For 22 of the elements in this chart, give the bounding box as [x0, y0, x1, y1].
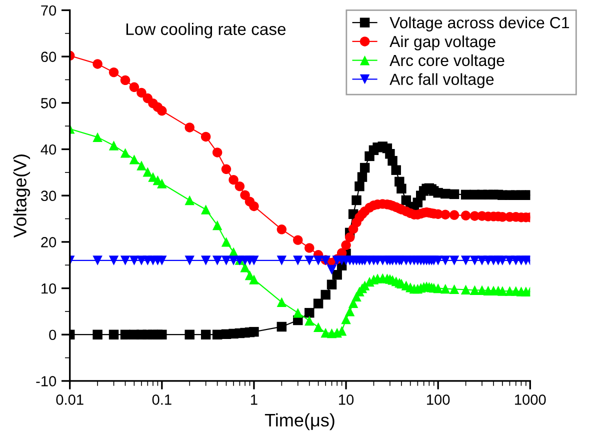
- x-tick-label: 100: [427, 394, 450, 405]
- x-tick-label: 0.01: [56, 394, 84, 405]
- y-tick-label: 20: [41, 237, 56, 248]
- y-tick-label: 40: [40, 144, 56, 155]
- y-axis-title: Voltage(V): [13, 154, 30, 238]
- y-tick-label: -10: [36, 376, 56, 386]
- legend-label: Arc fall voltage: [390, 73, 494, 88]
- x-tick-label: 1000: [515, 394, 546, 405]
- legend-label: Air gap voltage: [390, 35, 496, 50]
- legend-label: Voltage across device C1: [390, 16, 570, 32]
- x-tick-label: 1: [251, 394, 258, 405]
- y-tick-label: 0: [49, 330, 56, 340]
- annotation: Low cooling rate case: [126, 22, 286, 38]
- x-tick-label: 0.1: [152, 394, 172, 405]
- y-tick-label: 30: [40, 190, 56, 202]
- y-tick-label: 60: [41, 52, 56, 62]
- y-tick-label: 70: [41, 5, 56, 16]
- x-axis-title: Time(μs): [264, 413, 334, 430]
- legend-label: Arc core voltage: [390, 54, 504, 70]
- y-tick-label: 10: [42, 283, 56, 294]
- x-tick-label: 10: [339, 394, 354, 405]
- y-tick-label: 50: [41, 98, 56, 108]
